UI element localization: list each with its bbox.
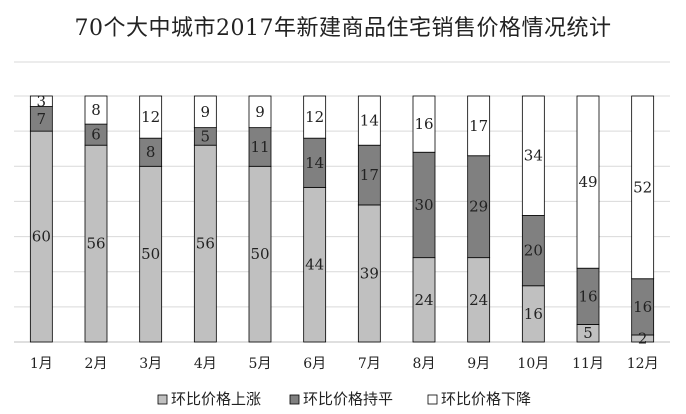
data-label: 14 (360, 112, 379, 130)
data-label: 30 (414, 196, 433, 214)
data-label: 44 (305, 256, 324, 274)
data-label: 12 (141, 108, 160, 126)
x-tick-label: 7月 (358, 356, 381, 372)
bar-segment (467, 95, 491, 157)
x-tick-label: 11月 (572, 356, 604, 372)
data-label: 5 (583, 324, 593, 342)
legend-label: 环比价格持平 (303, 390, 393, 408)
data-label: 24 (469, 291, 488, 309)
data-label: 17 (469, 117, 488, 135)
data-label: 8 (91, 101, 101, 119)
x-tick-label: 3月 (139, 356, 162, 372)
x-axis-ticks: 1月 2月 3月 4月 5月 6月 7月 8月 9月 10月 11月 12月 (30, 356, 659, 372)
x-tick-label: 5月 (249, 356, 272, 372)
data-label: 49 (578, 173, 597, 191)
legend-label: 环比价格下降 (441, 390, 531, 408)
bar-segment (521, 95, 545, 216)
data-label: 20 (524, 242, 543, 260)
data-label: 9 (201, 103, 211, 121)
bar-segment (303, 95, 327, 139)
data-label: 39 (360, 264, 379, 282)
data-label: 2 (638, 329, 648, 347)
data-label: 16 (633, 298, 652, 316)
legend: 环比价格上涨 环比价格持平 环比价格下降 (157, 390, 531, 408)
data-label: 12 (305, 108, 324, 126)
legend-swatch (157, 394, 168, 405)
bar-segment (412, 95, 436, 153)
bar-segment (139, 95, 163, 139)
bar-segment (248, 95, 272, 129)
x-tick-label: 2月 (85, 356, 108, 372)
data-label: 16 (524, 305, 543, 323)
data-label: 3 (37, 92, 47, 110)
data-label: 8 (146, 143, 156, 161)
data-label: 5 (201, 127, 211, 145)
data-label: 9 (255, 103, 265, 121)
bar-segment (357, 95, 381, 146)
data-label: 6 (91, 126, 101, 144)
x-tick-label: 4月 (194, 356, 217, 372)
data-label: 24 (414, 291, 433, 309)
data-label: 60 (32, 228, 51, 246)
legend-swatch (289, 394, 300, 405)
data-label: 17 (360, 166, 379, 184)
data-label: 34 (524, 147, 543, 165)
data-label: 7 (37, 110, 47, 128)
data-label: 14 (305, 154, 324, 172)
bars (29, 95, 655, 343)
data-label: 11 (250, 138, 269, 156)
data-label: 56 (196, 235, 215, 253)
bar-segment (193, 95, 217, 129)
data-label: 29 (469, 198, 488, 216)
x-tick-label: 8月 (413, 356, 436, 372)
bar-segment (29, 95, 53, 107)
data-labels: 60 73 56 6 8 50 8 12 56 5 9 50 11 9 44 14 12 39 17 14 24 30 16… (32, 92, 652, 347)
bar-segment (631, 95, 655, 280)
data-label: 52 (633, 178, 652, 196)
x-tick-label: 10月 (517, 356, 549, 372)
x-tick-label: 6月 (303, 356, 326, 372)
x-tick-label: 1月 (30, 356, 53, 372)
gridlines (14, 61, 670, 343)
legend-label: 环比价格上涨 (171, 390, 261, 408)
x-tick-label: 12月 (627, 356, 659, 372)
data-label: 16 (578, 287, 597, 305)
data-label: 16 (414, 115, 433, 133)
x-tick-label: 9月 (467, 356, 490, 372)
data-label: 50 (250, 245, 269, 263)
data-label: 56 (86, 235, 105, 253)
legend-swatch (427, 394, 438, 405)
bar-segment (576, 95, 600, 269)
chart-title: 70个大中城市2017年新建商品住宅销售价格情况统计 (74, 16, 612, 41)
data-label: 50 (141, 245, 160, 263)
bar-segment (84, 95, 108, 125)
